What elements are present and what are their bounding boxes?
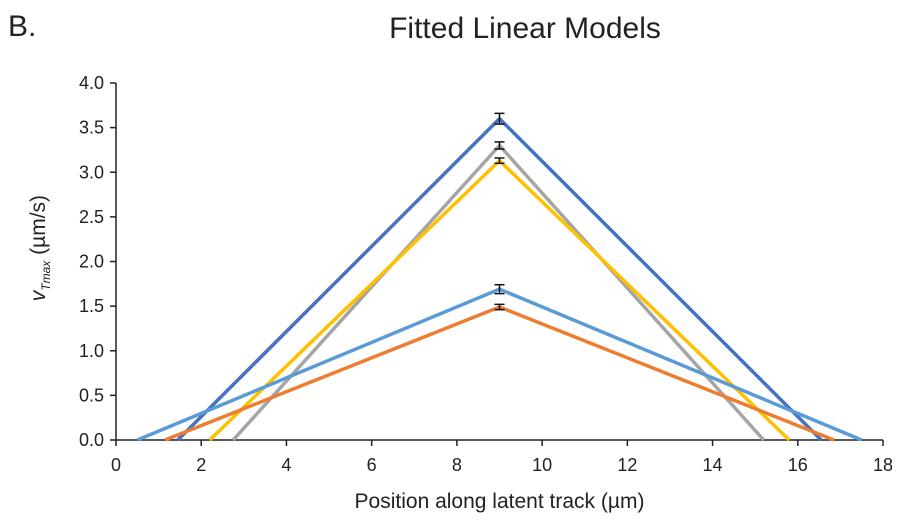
chart-title: Fitted Linear Models <box>389 12 661 45</box>
y-tick-label: 2.5 <box>79 207 104 227</box>
y-tick-label: 0.5 <box>79 385 104 405</box>
y-tick-label: 0.0 <box>79 430 104 450</box>
x-tick-label: 14 <box>703 455 723 475</box>
y-tick-label: 3.0 <box>79 162 104 182</box>
y-tick-label: 4.0 <box>79 73 104 93</box>
series-line-5 <box>164 305 835 442</box>
y-tick-label: 1.0 <box>79 341 104 361</box>
x-tick-label: 10 <box>532 455 552 475</box>
series-line-4 <box>136 287 863 442</box>
x-axis-label: Position along latent track (µm) <box>354 490 645 513</box>
x-tick-label: 12 <box>617 455 637 475</box>
x-tick-label: 8 <box>452 455 462 475</box>
y-tick-label: 2.0 <box>79 252 104 272</box>
x-tick-label: 2 <box>196 455 206 475</box>
x-tick-label: 16 <box>788 455 808 475</box>
x-tick-label: 0 <box>111 455 121 475</box>
y-tick-label: 3.5 <box>79 118 104 138</box>
x-tick-label: 6 <box>367 455 377 475</box>
panel-label: B. <box>8 10 37 43</box>
series-line-1 <box>176 116 823 442</box>
y-tick-label: 1.5 <box>79 296 104 316</box>
x-tick-label: 18 <box>873 455 893 475</box>
x-tick-label: 4 <box>281 455 291 475</box>
series-line-2 <box>231 142 765 442</box>
series-line-3 <box>208 158 791 442</box>
